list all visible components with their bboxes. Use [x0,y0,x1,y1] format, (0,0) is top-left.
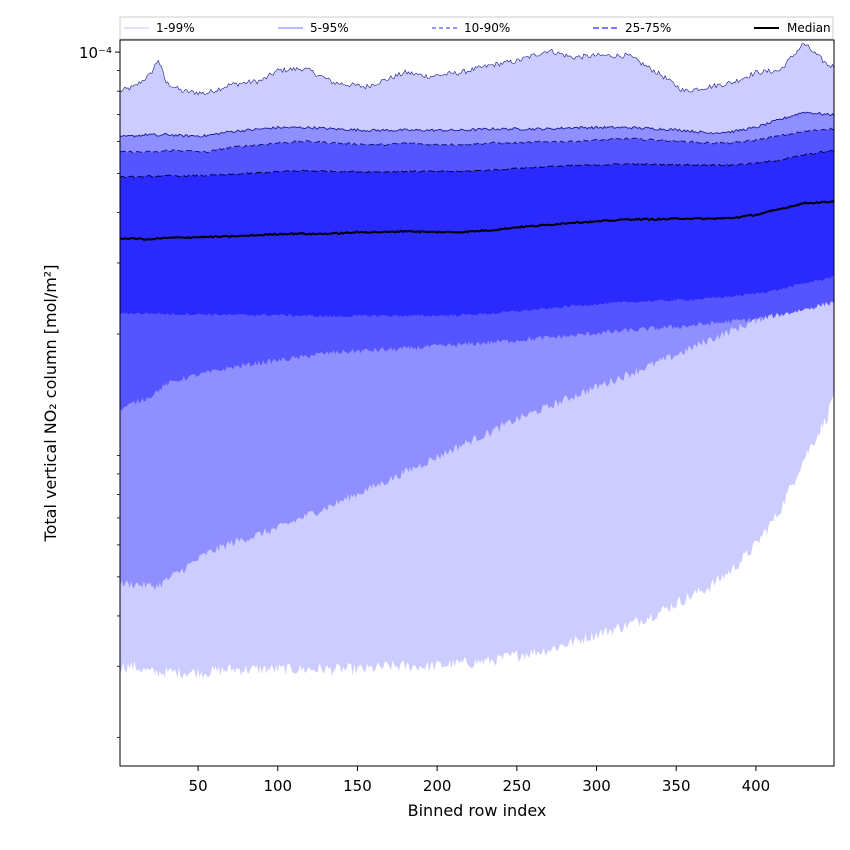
band-upper-line-1-99- [120,43,834,96]
y-tick-label: 10⁻⁴ [79,44,112,62]
legend-label-25-75-: 25-75% [625,21,671,35]
legend-label-10-90-: 10-90% [464,21,510,35]
x-tick-label: 150 [343,777,372,795]
band-25-75- [120,150,834,318]
x-tick-label: 400 [742,777,771,795]
band-upper-line-10-90- [120,127,834,154]
x-axis-label: Binned row index [408,801,547,820]
median-line [120,200,834,241]
x-axis: 50 100 150 200 250 300 350 400 [189,766,771,795]
band-upper-line-25-75- [120,149,834,179]
legend-label-5-95-: 5-95% [310,21,349,35]
y-axis: 10⁻⁴ [79,44,120,738]
legend: 1-99% 5-95% 10-90% 25-75% Median [119,16,834,40]
x-tick-label: 350 [662,777,691,795]
x-tick-label: 50 [189,777,208,795]
plot-frame [119,39,835,767]
x-tick-label: 300 [582,777,611,795]
band-upper-line-5-95- [120,111,834,138]
y-axis-label: Total vertical NO₂ column [mol/m²] [41,265,60,543]
legend-box [119,16,834,40]
x-tick-label: 100 [263,777,292,795]
legend-label-1-99-: 1-99% [156,21,195,35]
legend-label-median: Median [787,21,831,35]
x-tick-label: 200 [423,777,452,795]
x-tick-label: 250 [503,777,532,795]
